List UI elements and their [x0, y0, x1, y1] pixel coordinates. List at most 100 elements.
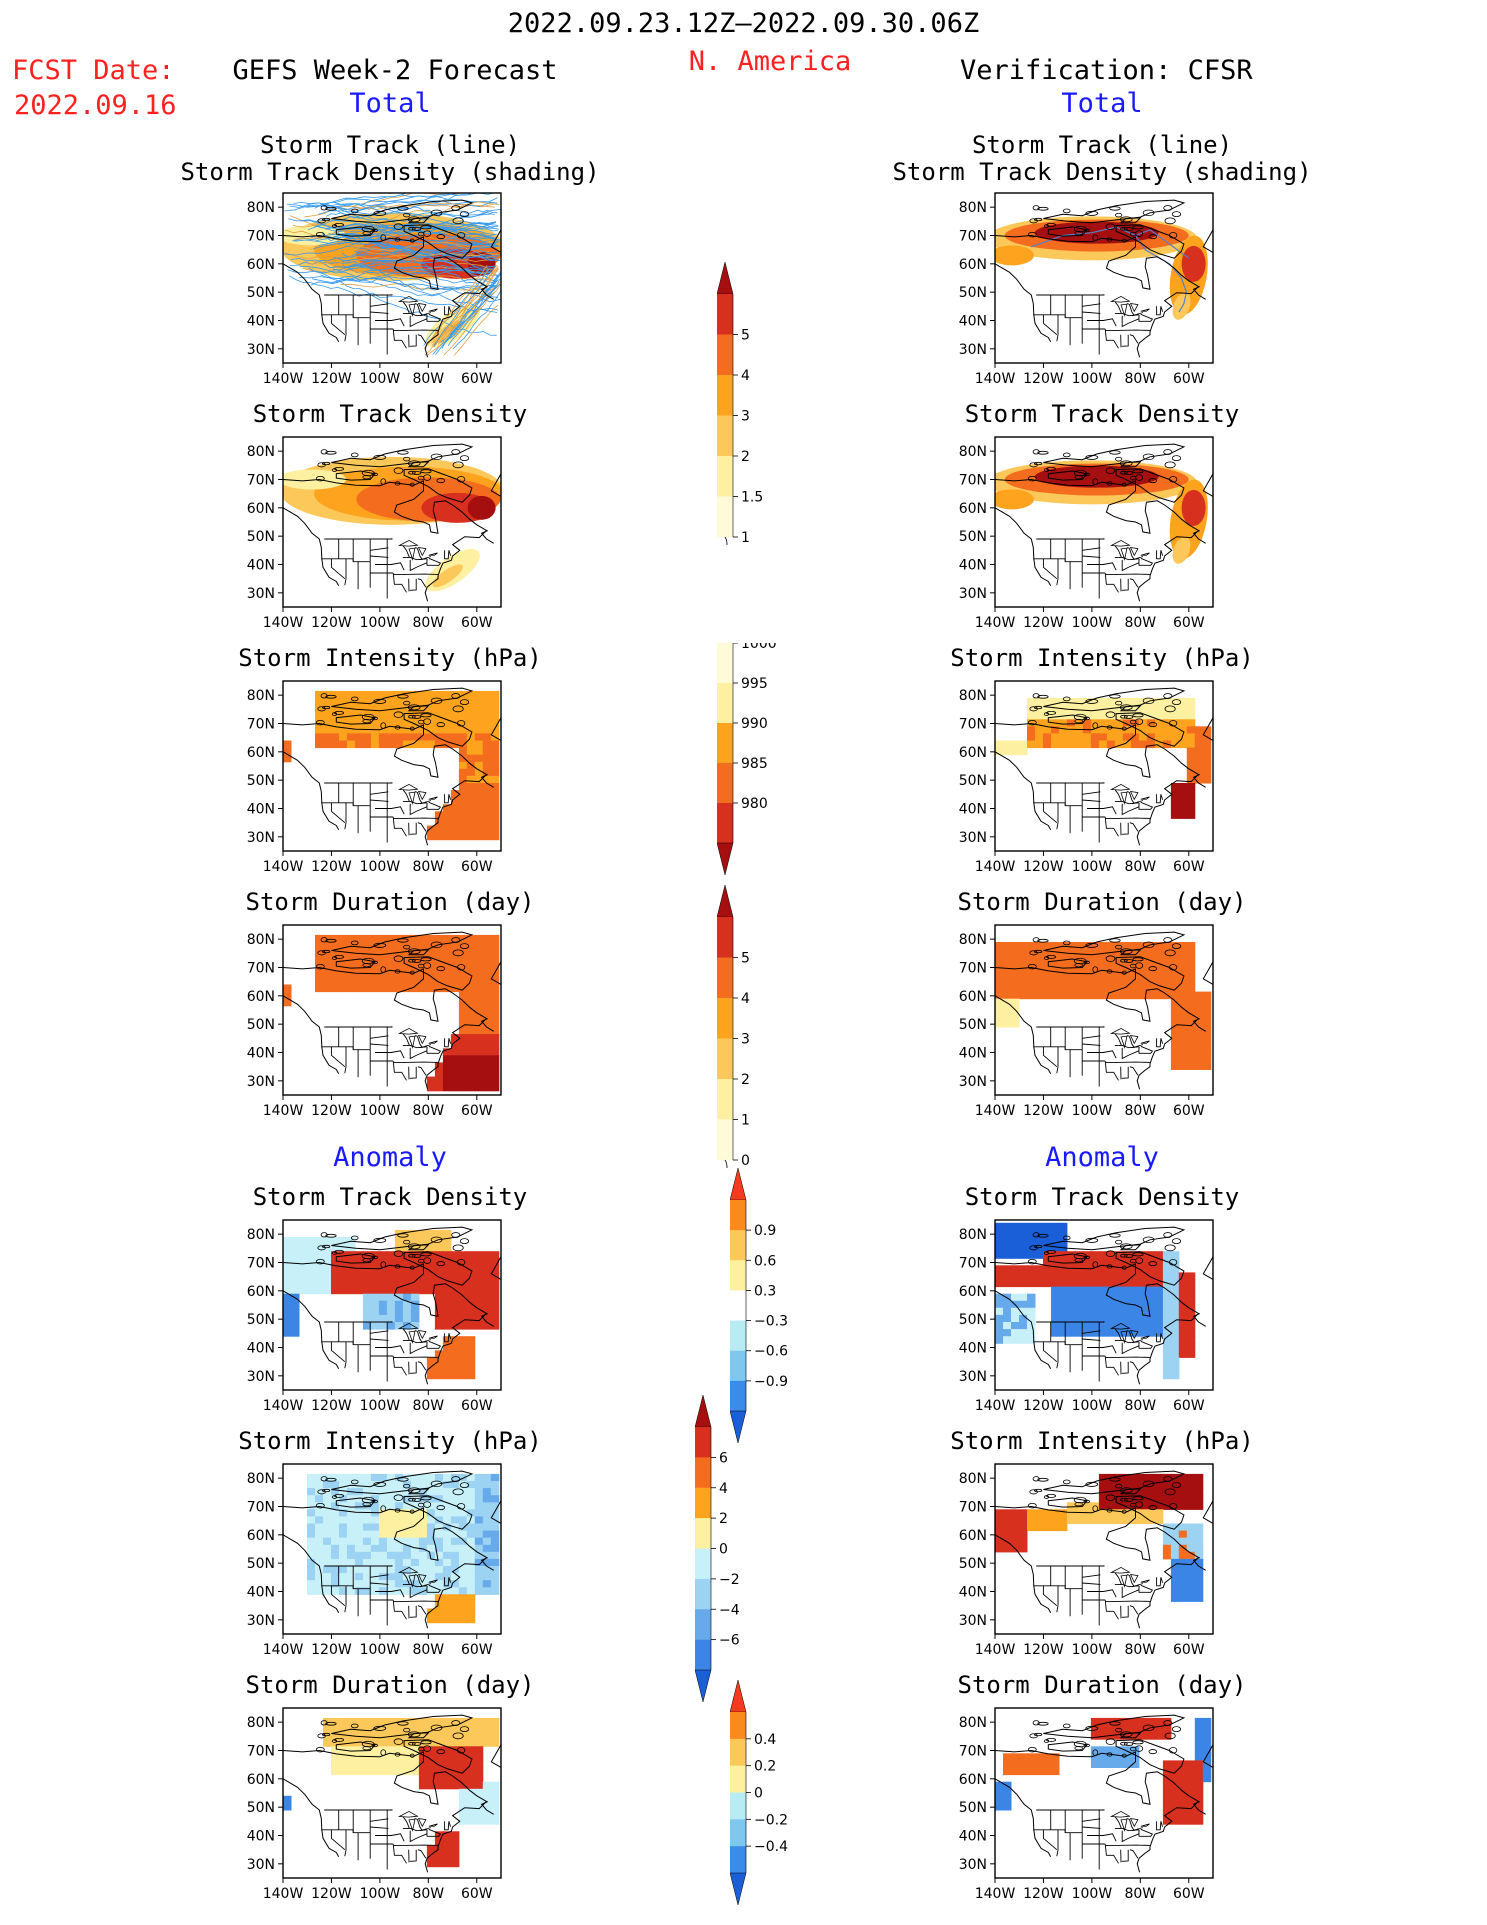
lat-tick-label: 30N — [959, 586, 987, 602]
map-field — [283, 681, 501, 851]
lon-tick-label: 60W — [461, 859, 493, 875]
gefs-duration-map: 80N 70N 60N 50N 40N 30N 140W 120W 100W 80W 60W — [243, 924, 521, 1129]
lat-tick-label: 60N — [247, 501, 275, 517]
lat-tick-label: 50N — [247, 1556, 275, 1572]
colorbar-tick-label: 0.3 — [754, 1283, 776, 1299]
lat-tick-label: 40N — [247, 1585, 275, 1601]
lat-tick-label: 50N — [247, 285, 275, 301]
lon-tick-label: 60W — [1173, 1886, 1205, 1902]
lat-tick-label: 30N — [959, 1613, 987, 1629]
lat-tick-label: 30N — [247, 1857, 275, 1873]
colorbar-tick-label: 6 — [719, 1450, 728, 1466]
lat-tick-label: 80N — [247, 444, 275, 460]
lon-tick-label: 120W — [311, 1103, 352, 1119]
lon-tick-label: 140W — [975, 371, 1016, 387]
gefs-intensity-map: 80N 70N 60N 50N 40N 30N 140W 120W 100W 80W 60W — [243, 680, 521, 885]
lon-tick-label: 60W — [1173, 1398, 1205, 1414]
colorbar-tick-label: −6 — [719, 1633, 740, 1649]
lon-tick-label: 100W — [360, 859, 401, 875]
lon-tick-label: 140W — [263, 371, 304, 387]
lon-tick-label: 60W — [461, 371, 493, 387]
lon-tick-label: 140W — [975, 1886, 1016, 1902]
lat-tick-label: 80N — [959, 1715, 987, 1731]
map-field — [995, 1464, 1213, 1634]
lon-tick-label: 100W — [1072, 859, 1113, 875]
lat-tick-label: 30N — [247, 830, 275, 846]
colorbar-tick-label: 2 — [719, 1511, 728, 1527]
lat-tick-label: 60N — [247, 257, 275, 273]
lon-tick-label: 80W — [1124, 371, 1156, 387]
colorbar-tick-label: 995 — [741, 676, 768, 692]
density-anom-colorbar: 0.9 0.6 0.3 −0.3 −0.6 −0.9 — [729, 1167, 810, 1455]
lon-tick-label: 120W — [1023, 615, 1064, 631]
title-line-2: Storm Track Density (shading) — [892, 158, 1312, 186]
gefs-intensity-title: Storm Intensity (hPa) — [238, 644, 542, 672]
colorbar-tick-label: −0.9 — [754, 1374, 788, 1390]
lat-tick-label: 60N — [247, 1528, 275, 1544]
lat-tick-label: 80N — [247, 200, 275, 216]
cfsr-track-title: Storm Track (line) Storm Track Density (… — [852, 132, 1352, 186]
lon-tick-label: 140W — [975, 1103, 1016, 1119]
colorbar-tick-label: −0.2 — [754, 1812, 788, 1828]
lat-tick-label: 50N — [959, 773, 987, 789]
lon-tick-label: 140W — [263, 615, 304, 631]
lon-tick-label: 60W — [461, 615, 493, 631]
lat-tick-label: 40N — [247, 802, 275, 818]
colorbar-tick-label: 1000 — [741, 643, 777, 652]
map-field — [995, 193, 1213, 363]
lon-tick-label: 60W — [461, 1398, 493, 1414]
fcst-date-label: FCST Date: — [12, 55, 175, 86]
colorbar-tick-label: 0 — [719, 1542, 728, 1558]
lat-tick-label: 80N — [247, 688, 275, 704]
lon-tick-label: 80W — [1124, 1886, 1156, 1902]
lat-tick-label: 60N — [247, 1284, 275, 1300]
lat-tick-label: 70N — [247, 717, 275, 733]
gefs-density-map: 80N 70N 60N 50N 40N 30N 140W 120W 100W 80W 60W — [243, 436, 521, 641]
colorbar-tick-label: −0.6 — [754, 1344, 788, 1360]
gefs-duration-title: Storm Duration (day) — [245, 888, 535, 916]
cfsr-density-anom-map: 80N 70N 60N 50N 40N 30N 140W 120W 100W 80W 60W — [955, 1219, 1233, 1424]
lat-tick-label: 40N — [959, 1829, 987, 1845]
gefs-duration-anom-map: 80N 70N 60N 50N 40N 30N 140W 120W 100W 80W 60W — [243, 1707, 521, 1912]
colorbar-tick-label: −2 — [719, 1572, 740, 1588]
lat-tick-label: 80N — [959, 688, 987, 704]
region-label: N. America — [688, 46, 852, 77]
lat-tick-label: 60N — [959, 1528, 987, 1544]
title-line-2: Storm Track Density (shading) — [180, 158, 600, 186]
lon-tick-label: 120W — [1023, 371, 1064, 387]
colorbar-tick-label: 4 — [741, 991, 750, 1007]
colorbar-tick-label: 4 — [719, 1481, 728, 1497]
lat-tick-label: 30N — [247, 1369, 275, 1385]
lat-tick-label: 70N — [959, 229, 987, 245]
lon-tick-label: 120W — [1023, 859, 1064, 875]
lon-tick-label: 80W — [1124, 859, 1156, 875]
colorbar-tick-label: 985 — [741, 756, 768, 772]
lat-tick-label: 50N — [247, 1017, 275, 1033]
lon-tick-label: 140W — [263, 1398, 304, 1414]
lon-tick-label: 60W — [1173, 1642, 1205, 1658]
lat-tick-label: 80N — [959, 444, 987, 460]
colorbar-tick-label: 0.6 — [754, 1253, 776, 1269]
lon-tick-label: 140W — [263, 1103, 304, 1119]
lat-tick-label: 60N — [959, 501, 987, 517]
lat-tick-label: 70N — [959, 1744, 987, 1760]
gefs-track-title: Storm Track (line) Storm Track Density (… — [140, 132, 640, 186]
lon-tick-label: 60W — [461, 1642, 493, 1658]
lon-tick-label: 120W — [311, 1886, 352, 1902]
lat-tick-label: 40N — [959, 314, 987, 330]
lat-tick-label: 40N — [247, 1046, 275, 1062]
fcst-date-value: 2022.09.16 — [14, 90, 177, 121]
lat-tick-label: 60N — [959, 745, 987, 761]
lon-tick-label: 120W — [311, 859, 352, 875]
lat-tick-label: 40N — [959, 558, 987, 574]
colorbar-tick-label: 3 — [741, 1032, 750, 1048]
colorbar-tick-label: 0.9 — [754, 1223, 776, 1239]
colorbar-tick-label: 2 — [741, 449, 750, 465]
lon-tick-label: 100W — [360, 615, 401, 631]
lon-tick-label: 60W — [1173, 615, 1205, 631]
lat-tick-label: 30N — [959, 830, 987, 846]
title-line-1: Storm Track (line) — [971, 131, 1233, 159]
lon-tick-label: 120W — [1023, 1886, 1064, 1902]
lat-tick-label: 70N — [959, 473, 987, 489]
lon-tick-label: 100W — [1072, 371, 1113, 387]
